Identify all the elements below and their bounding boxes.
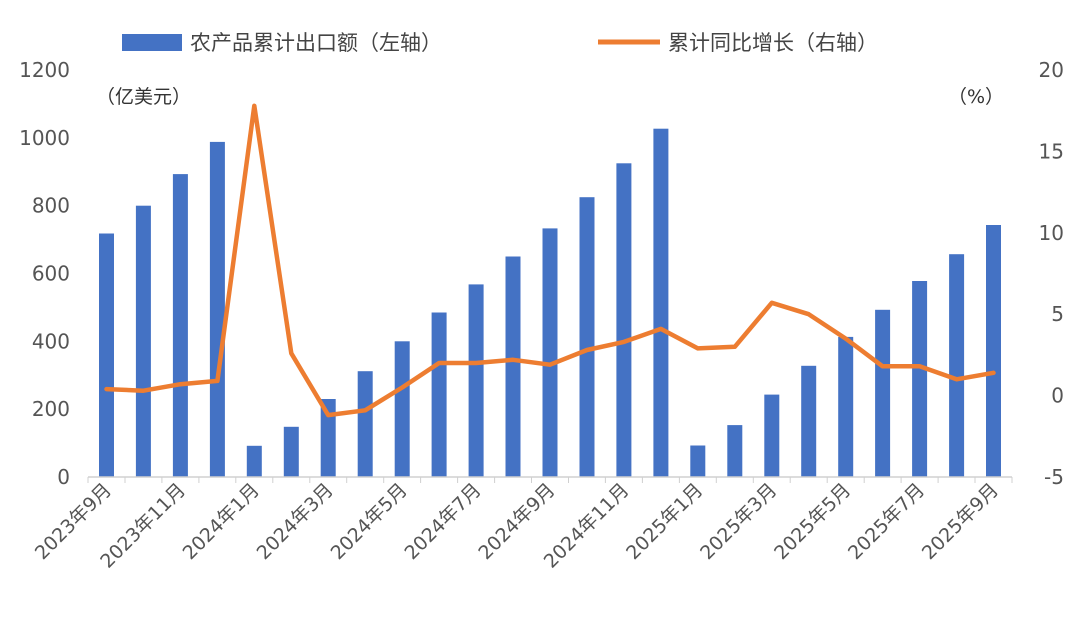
left-unit-label: （亿美元） (96, 86, 191, 108)
left-tick-label: 1000 (19, 126, 70, 150)
bar (838, 336, 854, 477)
bar (579, 197, 595, 477)
right-tick-label: 10 (1039, 221, 1064, 245)
x-tick-label: 2025年5月 (770, 479, 855, 564)
right-tick-label: 5 (1051, 302, 1064, 326)
legend: 农产品累计出口额（左轴） 累计同比增长（右轴） (122, 31, 878, 55)
x-tick-label: 2025年3月 (696, 479, 781, 564)
x-tick-label: 2024年1月 (179, 479, 264, 564)
legend-bar-label: 农产品累计出口额（左轴） (190, 31, 442, 55)
bar (431, 312, 447, 477)
x-tick-label: 2025年7月 (844, 479, 929, 564)
bar (764, 394, 780, 477)
bar (99, 233, 114, 477)
bar (209, 141, 225, 477)
legend-line-label: 累计同比增长（右轴） (668, 31, 878, 55)
left-tick-label: 1200 (19, 58, 70, 82)
bar (690, 445, 706, 477)
legend-bar-swatch (122, 34, 182, 51)
bar (320, 399, 336, 477)
x-tick-label: 2025年1月 (622, 479, 707, 564)
left-tick-label: 0 (57, 465, 70, 489)
right-unit-label: （%） (948, 86, 1004, 108)
x-tick-label: 2024年7月 (400, 479, 485, 564)
bar (986, 225, 1001, 477)
bar (616, 163, 632, 478)
left-tick-label: 800 (32, 194, 70, 218)
left-tick-label: 400 (32, 329, 70, 353)
left-tick-label: 200 (32, 397, 70, 421)
bar (357, 371, 373, 477)
x-tick-label: 2024年3月 (253, 479, 338, 564)
bar (172, 174, 188, 477)
bar (468, 284, 484, 477)
bar (912, 281, 928, 477)
right-tick-label: 0 (1051, 384, 1064, 408)
bar (246, 445, 262, 477)
x-tick-label: 2025年9月 (918, 479, 1003, 564)
bar-series (99, 128, 1001, 478)
line-series (104, 103, 996, 418)
bar (653, 128, 669, 477)
x-axis: 2023年9月2023年11月2024年1月2024年3月2024年5月2024… (31, 477, 1013, 573)
bar (801, 365, 817, 477)
right-tick-label: 20 (1039, 58, 1064, 82)
bar (283, 426, 299, 477)
bar (505, 256, 521, 477)
bar (135, 205, 151, 477)
left-tick-label: 600 (32, 262, 70, 286)
x-tick-label: 2024年5月 (327, 479, 412, 564)
right-tick-label: 15 (1039, 139, 1064, 163)
right-tick-label: -5 (1044, 465, 1064, 489)
bar (727, 425, 743, 477)
bar (949, 254, 965, 477)
right-axis: -5 0 5 10 15 20 (1039, 58, 1064, 489)
bar (542, 228, 558, 477)
bar (394, 341, 410, 477)
bar (875, 309, 891, 477)
left-axis: 0 200 400 600 800 1000 1200 (19, 58, 70, 489)
